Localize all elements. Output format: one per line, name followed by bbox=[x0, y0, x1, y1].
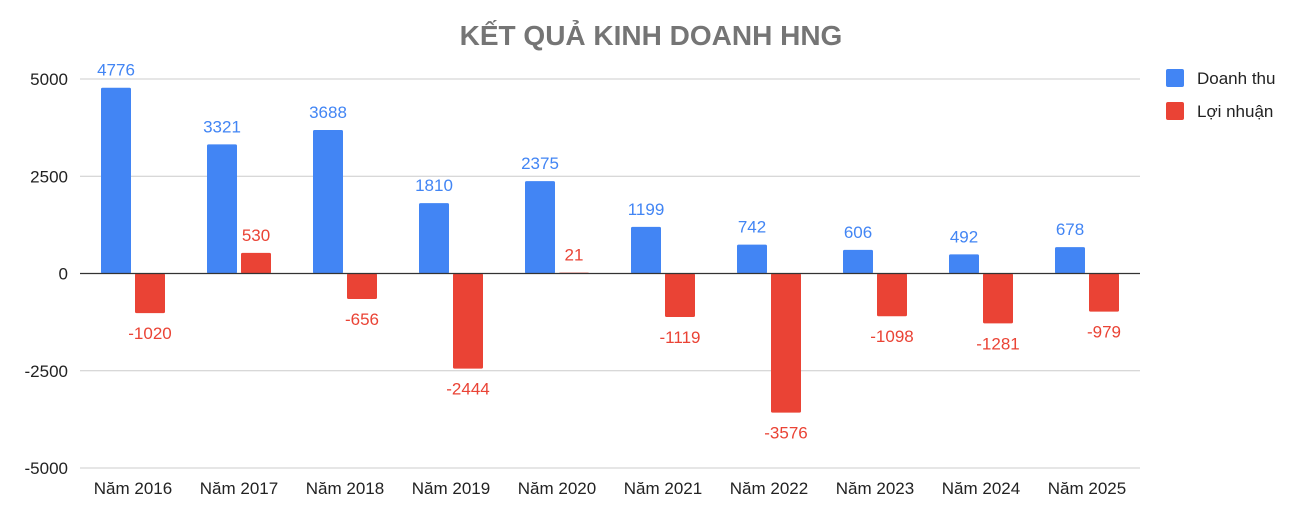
data-labels: 4776 -1020 3321 530 3688 -656 1810 -2444 2375 21 1… bbox=[97, 61, 1121, 443]
bar-loi-nhuan bbox=[877, 273, 907, 317]
y-tick-label: -5000 bbox=[25, 459, 68, 478]
bar-loi-nhuan bbox=[665, 273, 695, 318]
legend-label: Doanh thu bbox=[1197, 69, 1275, 88]
bar-doanh-thu bbox=[737, 244, 767, 274]
bar-doanh-thu bbox=[843, 249, 873, 274]
bar-doanh-thu bbox=[949, 254, 979, 274]
x-category-label: Năm 2025 bbox=[1048, 479, 1126, 498]
bar-doanh-thu bbox=[525, 181, 555, 274]
bar-loi-nhuan bbox=[135, 273, 165, 314]
x-category-label: Năm 2021 bbox=[624, 479, 702, 498]
bar-loi-nhuan bbox=[1089, 273, 1119, 312]
bar-doanh-thu bbox=[1055, 247, 1085, 274]
data-label-loi-nhuan: -1098 bbox=[870, 327, 913, 346]
data-label-loi-nhuan: -1119 bbox=[660, 328, 701, 347]
x-axis-categories: Năm 2016 Năm 2017 Năm 2018 Năm 2019 Năm 2020… bbox=[94, 479, 1126, 498]
bar-doanh-thu bbox=[313, 130, 343, 274]
x-category-label: Năm 2022 bbox=[730, 479, 808, 498]
legend-label: Lợi nhuận bbox=[1197, 102, 1273, 121]
data-label-doanh-thu: 742 bbox=[738, 218, 766, 237]
bar-loi-nhuan bbox=[347, 273, 377, 300]
x-category-label: Năm 2024 bbox=[942, 479, 1020, 498]
x-category-label: Năm 2017 bbox=[200, 479, 278, 498]
bar-loi-nhuan bbox=[983, 273, 1013, 324]
bar-loi-nhuan bbox=[453, 273, 483, 369]
x-category-label: Năm 2023 bbox=[836, 479, 914, 498]
bar-doanh-thu bbox=[207, 144, 237, 274]
y-tick-label: -2500 bbox=[25, 362, 68, 381]
data-label-doanh-thu: 2375 bbox=[521, 154, 559, 173]
data-label-loi-nhuan: -1020 bbox=[128, 324, 171, 343]
y-tick-label: 0 bbox=[59, 265, 68, 284]
x-category-label: Năm 2016 bbox=[94, 479, 172, 498]
y-axis-ticks: 5000 2500 0 -2500 -5000 bbox=[25, 70, 68, 478]
data-label-doanh-thu: 678 bbox=[1056, 220, 1084, 239]
y-tick-label: 2500 bbox=[30, 167, 68, 186]
y-tick-label: 5000 bbox=[30, 70, 68, 89]
legend-swatch bbox=[1166, 102, 1184, 120]
data-label-doanh-thu: 1810 bbox=[415, 176, 453, 195]
bars bbox=[101, 87, 1119, 413]
data-label-doanh-thu: 4776 bbox=[97, 61, 135, 80]
x-category-label: Năm 2018 bbox=[306, 479, 384, 498]
bar-loi-nhuan bbox=[241, 252, 271, 274]
data-label-doanh-thu: 3321 bbox=[203, 117, 241, 136]
gridlines bbox=[80, 78, 1140, 469]
bar-loi-nhuan bbox=[771, 273, 801, 413]
data-label-doanh-thu: 606 bbox=[844, 223, 872, 242]
bar-doanh-thu bbox=[631, 226, 661, 274]
data-label-loi-nhuan: -2444 bbox=[446, 380, 489, 399]
x-category-label: Năm 2020 bbox=[518, 479, 596, 498]
x-category-label: Năm 2019 bbox=[412, 479, 490, 498]
data-label-doanh-thu: 3688 bbox=[309, 103, 347, 122]
data-label-loi-nhuan: 530 bbox=[242, 226, 270, 245]
data-label-doanh-thu: 1199 bbox=[628, 200, 665, 219]
bar-doanh-thu bbox=[419, 203, 449, 274]
data-label-loi-nhuan: -1281 bbox=[976, 334, 1019, 353]
data-label-doanh-thu: 492 bbox=[950, 227, 978, 246]
chart-title: KẾT QUẢ KINH DOANH HNG bbox=[460, 19, 843, 51]
legend: Doanh thu Lợi nhuận bbox=[1166, 69, 1275, 121]
legend-swatch bbox=[1166, 69, 1184, 87]
data-label-loi-nhuan: -3576 bbox=[764, 424, 807, 443]
data-label-loi-nhuan: -656 bbox=[345, 310, 379, 329]
bar-doanh-thu bbox=[101, 87, 131, 274]
data-label-loi-nhuan: 21 bbox=[565, 246, 584, 265]
data-label-loi-nhuan: -979 bbox=[1087, 323, 1121, 342]
